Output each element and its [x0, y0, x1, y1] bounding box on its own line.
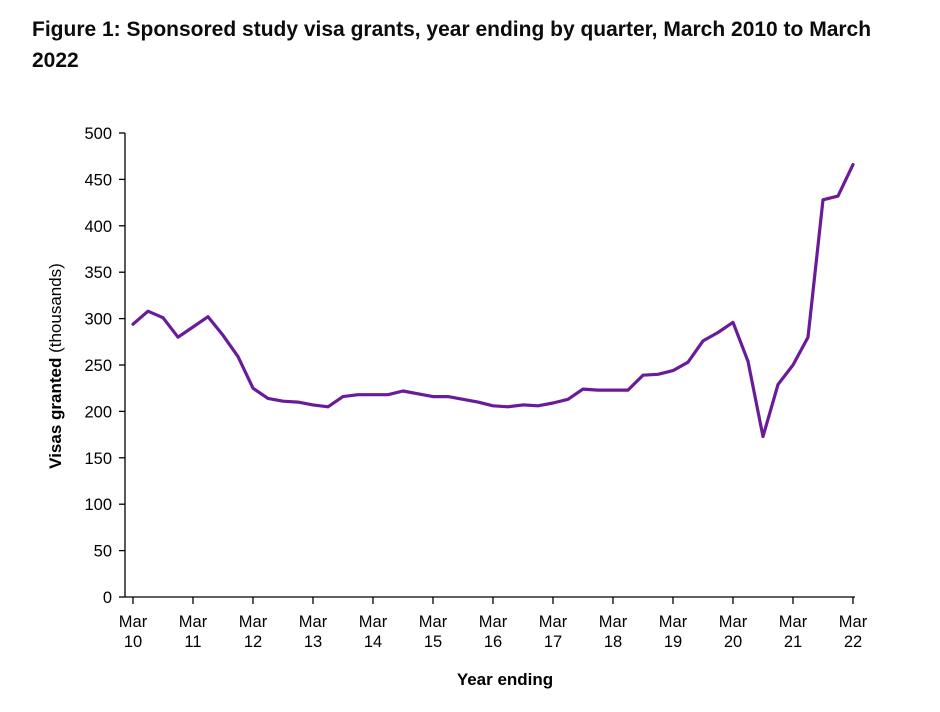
- x-tick-label: Mar 20: [719, 613, 748, 651]
- y-tick-label: 350: [84, 264, 112, 282]
- x-tick-label-year: 20: [724, 633, 742, 651]
- x-tick-label-month: Mar: [359, 613, 388, 631]
- chart-title: Figure 1: Sponsored study visa grants, y…: [32, 18, 872, 72]
- x-tick-label-month: Mar: [599, 613, 628, 631]
- x-tick-label: Mar 10: [119, 613, 148, 651]
- x-tick-label: Mar 19: [659, 613, 688, 651]
- x-tick-label-year: 15: [424, 633, 442, 651]
- x-tick-label: Mar 17: [539, 613, 568, 651]
- x-tick-label-month: Mar: [719, 613, 748, 631]
- series-layer: [131, 163, 855, 439]
- series-line: [131, 163, 855, 439]
- x-tick-label: Mar 15: [419, 613, 448, 651]
- y-tick-label: 50: [94, 543, 112, 561]
- x-tick-label-year: 18: [604, 633, 622, 651]
- y-axis-title: Visas granted (thousands): [46, 263, 65, 469]
- x-tick-label: Mar 14: [359, 613, 388, 651]
- x-tick-label-year: 10: [124, 633, 142, 651]
- y-tick-label: 250: [84, 357, 112, 375]
- x-tick-label-month: Mar: [179, 613, 208, 631]
- y-axis: 0 50 100 150 200 250 300 350 400 450 500: [84, 125, 126, 607]
- y-tick-label: 500: [84, 125, 112, 143]
- x-tick-label-year: 17: [544, 633, 562, 651]
- x-tick-label-year: 22: [844, 633, 862, 651]
- x-tick-label-month: Mar: [119, 613, 148, 631]
- x-tick-label-month: Mar: [779, 613, 808, 631]
- x-tick-label-year: 12: [244, 633, 262, 651]
- x-tick-label: Mar 16: [479, 613, 508, 651]
- y-tick-label: 400: [84, 218, 112, 236]
- x-tick-label-month: Mar: [539, 613, 568, 631]
- x-tick-label-month: Mar: [299, 613, 328, 631]
- y-tick-label: 150: [84, 450, 112, 468]
- x-tick-label-year: 19: [664, 633, 682, 651]
- x-tick-label-month: Mar: [239, 613, 268, 631]
- x-tick-label-year: 21: [784, 633, 802, 651]
- x-tick-label-year: 11: [184, 633, 201, 651]
- x-tick-label: Mar 12: [239, 613, 268, 651]
- x-axis-title: Year ending: [457, 670, 553, 689]
- x-tick-label: Mar 11: [179, 613, 208, 651]
- y-axis-title-rest: (thousands): [46, 263, 65, 358]
- y-axis-title-bold: Visas granted: [46, 358, 65, 469]
- x-tick-label-year: 14: [364, 633, 382, 651]
- x-tick-label: Mar 18: [599, 613, 628, 651]
- x-tick-label-year: 16: [484, 633, 502, 651]
- x-tick-label-year: 13: [304, 633, 322, 651]
- y-tick-label: 300: [84, 311, 112, 329]
- y-tick-label: 200: [84, 403, 112, 421]
- x-axis: Mar 10 Mar 11 Mar 12 Mar 13 Mar 14 Mar 15 Mar 16 Mar 17…: [119, 596, 868, 651]
- x-tick-label-month: Mar: [479, 613, 508, 631]
- x-tick-label-month: Mar: [659, 613, 688, 631]
- y-tick-label: 450: [84, 171, 112, 189]
- y-tick-label: 0: [103, 589, 112, 607]
- x-tick-label: Mar 21: [779, 613, 808, 651]
- y-tick-label: 100: [84, 496, 112, 514]
- x-tick-label: Mar 22: [839, 613, 868, 651]
- x-tick-label-month: Mar: [839, 613, 868, 631]
- x-tick-label: Mar 13: [299, 613, 328, 651]
- x-tick-label-month: Mar: [419, 613, 448, 631]
